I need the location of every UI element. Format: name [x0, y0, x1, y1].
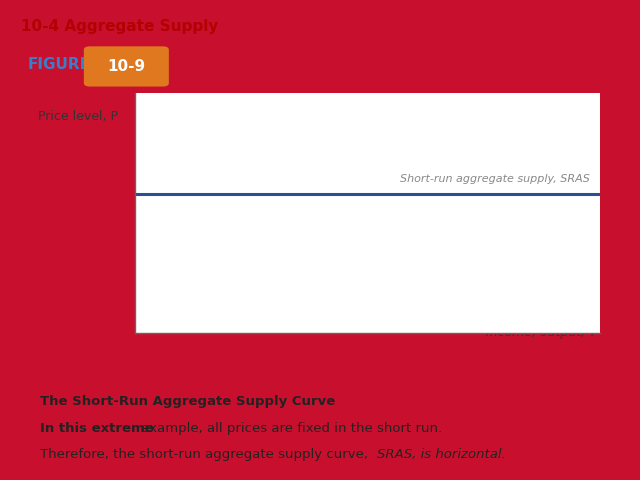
- Text: •: •: [21, 422, 29, 435]
- Text: The Short-Run Aggregate Supply Curve: The Short-Run Aggregate Supply Curve: [40, 395, 335, 408]
- Text: 10-4 Aggregate Supply: 10-4 Aggregate Supply: [21, 19, 218, 34]
- Text: Income, output, Y: Income, output, Y: [486, 326, 597, 339]
- Text: example, all prices are fixed in the short run.: example, all prices are fixed in the sho…: [138, 422, 442, 435]
- Text: SRAS, is horizontal.: SRAS, is horizontal.: [377, 448, 506, 461]
- Text: FIGURE: FIGURE: [27, 57, 90, 72]
- Text: Short-run aggregate supply, SRAS: Short-run aggregate supply, SRAS: [401, 174, 590, 184]
- FancyBboxPatch shape: [84, 47, 169, 86]
- Text: In this extreme: In this extreme: [40, 422, 154, 435]
- Text: Price level, P: Price level, P: [38, 110, 118, 123]
- Text: •: •: [21, 395, 29, 408]
- Text: Therefore, the short-run aggregate supply curve,: Therefore, the short-run aggregate suppl…: [40, 448, 372, 461]
- Text: 10-9: 10-9: [108, 59, 145, 74]
- Text: •: •: [21, 448, 29, 461]
